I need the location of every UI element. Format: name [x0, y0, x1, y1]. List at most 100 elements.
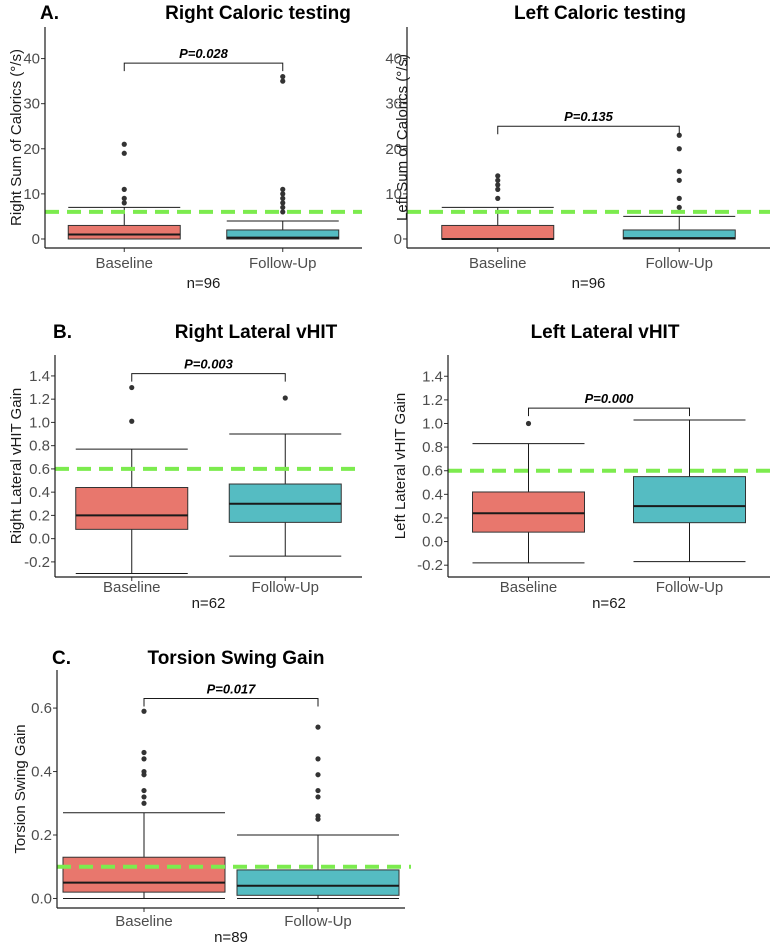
sample-size-label: n=62 [192, 595, 226, 612]
y-tick-label: 0 [394, 231, 402, 248]
outlier-point [141, 768, 147, 775]
outlier-point [315, 724, 321, 730]
sample-size-label: n=62 [592, 595, 626, 612]
outlier-point [525, 420, 532, 427]
y-tick-label: 1.2 [422, 392, 443, 409]
outlier-point [676, 177, 682, 183]
outlier-point [141, 794, 147, 800]
y-tick-label: 0.2 [29, 507, 50, 524]
box-follow-up: Follow-Up [236, 724, 400, 930]
y-tick-label: 0.0 [31, 890, 52, 907]
p-value-label: P=0.028 [179, 46, 229, 61]
y-tick-label: 0.4 [31, 764, 52, 781]
box-follow-up: Follow-Up [622, 132, 736, 272]
y-tick-label: -0.2 [417, 557, 443, 574]
y-tick-label: 0.6 [29, 461, 50, 478]
outlier-point [676, 195, 682, 201]
outlier-point [280, 78, 286, 84]
y-axis-title: Right Lateral vHIT Gain [8, 388, 25, 544]
y-axis-title: Left Lateral vHIT Gain [392, 393, 409, 539]
outlier-point [121, 141, 127, 147]
x-tick-label: Follow-Up [645, 255, 713, 272]
significance-bracket [123, 62, 284, 72]
p-value-label: P=0.003 [184, 357, 234, 372]
y-tick-label: 30 [385, 96, 402, 113]
y-tick-label: -0.2 [24, 554, 50, 571]
y-tick-label: 40 [23, 51, 40, 68]
outlier-point [315, 772, 321, 778]
sample-size-label: n=89 [214, 929, 248, 944]
outlier-point [121, 186, 127, 192]
panel-letter: A. [40, 3, 59, 24]
y-tick-label: 0.8 [29, 438, 50, 455]
sample-size-label: n=96 [572, 275, 606, 292]
outlier-point [121, 200, 127, 206]
panel-1: A. Right Caloric testing Right Sum of Calo… [8, 3, 362, 292]
x-tick-label: Follow-Up [656, 579, 724, 596]
y-tick-label: 0.6 [31, 700, 52, 717]
y-tick-label: 10 [385, 186, 402, 203]
box-baseline: Baseline [62, 708, 226, 930]
outlier-point [676, 146, 682, 152]
y-axis-title: Right Sum of Calorics (°/s) [8, 49, 25, 226]
outlier-point [315, 756, 321, 762]
x-tick-label: Baseline [115, 913, 173, 930]
outlier-point [141, 787, 147, 794]
sample-size-label: n=96 [187, 275, 221, 292]
x-tick-label: Follow-Up [284, 913, 352, 930]
outlier-point [282, 395, 288, 401]
box-iqr [441, 224, 555, 240]
outlier-point [280, 200, 286, 206]
box-iqr [75, 487, 189, 530]
outlier-point [280, 186, 286, 192]
y-tick-label: 0.2 [422, 510, 443, 527]
x-tick-label: Follow-Up [249, 255, 317, 272]
x-tick-label: Follow-Up [251, 579, 319, 596]
plot-title: Left Lateral vHIT [531, 322, 680, 343]
box-iqr [633, 476, 746, 524]
significance-bracket [528, 407, 690, 417]
y-tick-label: 40 [385, 51, 402, 68]
y-tick-label: 1.0 [29, 414, 50, 431]
p-value-label: P=0.135 [564, 109, 614, 124]
y-tick-label: 0.8 [422, 439, 443, 456]
plot-title: Left Caloric testing [514, 3, 686, 24]
p-value-label: P=0.017 [207, 682, 257, 697]
outlier-point [121, 150, 127, 156]
outlier-point [280, 204, 286, 211]
x-tick-label: Baseline [469, 255, 527, 272]
outlier-point [315, 813, 321, 819]
outlier-point [280, 74, 286, 80]
box-baseline: Baseline [441, 173, 555, 272]
box-follow-up: Follow-Up [228, 395, 342, 596]
panel-letter: C. [52, 648, 71, 669]
significance-bracket [497, 125, 680, 135]
y-tick-label: 0.2 [31, 827, 52, 844]
y-tick-label: 0.0 [422, 534, 443, 551]
outlier-point [495, 186, 501, 192]
box-iqr [472, 491, 585, 533]
y-tick-label: 1.4 [29, 368, 50, 385]
y-tick-label: 0.4 [422, 486, 443, 503]
outlier-point [280, 209, 286, 215]
box-baseline: Baseline [75, 384, 189, 596]
outlier-point [280, 191, 286, 197]
y-axis-title: Torsion Swing Gain [12, 724, 29, 853]
y-tick-label: 1.4 [422, 368, 443, 385]
box-baseline: Baseline [472, 420, 585, 596]
outlier-point [495, 182, 501, 188]
outlier-point [495, 173, 501, 179]
y-tick-label: 30 [23, 96, 40, 113]
plot-title: Right Lateral vHIT [175, 322, 338, 343]
y-tick-label: 10 [23, 186, 40, 203]
outlier-point [676, 132, 682, 138]
y-tick-label: 0.6 [422, 463, 443, 480]
y-tick-label: 0.4 [29, 484, 50, 501]
y-tick-label: 0.0 [29, 531, 50, 548]
box-iqr [62, 856, 226, 893]
significance-bracket [131, 373, 286, 382]
x-tick-label: Baseline [95, 255, 153, 272]
